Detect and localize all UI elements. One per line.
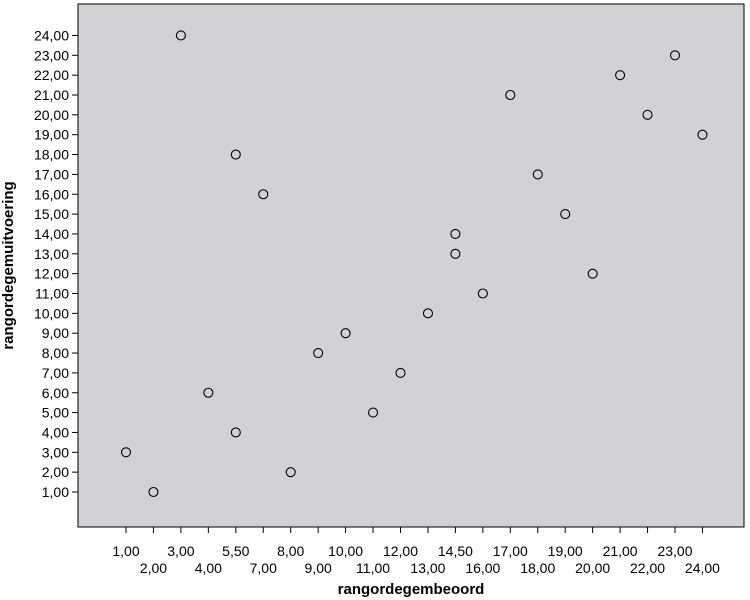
y-tick-label: 3,00: [42, 444, 69, 460]
y-tick-label: 23,00: [34, 47, 69, 63]
y-tick-label: 9,00: [42, 325, 69, 341]
data-point: [175, 30, 186, 41]
data-point: [697, 129, 708, 140]
data-point: [340, 328, 351, 339]
x-tick-label: 3,00: [167, 543, 194, 559]
data-point: [120, 447, 132, 458]
x-axis: 1,002,003,004,005,507,008,009,0010,0011,…: [112, 527, 720, 576]
data-point: [560, 209, 571, 220]
data-point: [230, 427, 241, 438]
x-tick-label: 17,00: [493, 543, 528, 559]
y-tick-label: 6,00: [42, 385, 69, 401]
data-point: [477, 288, 488, 299]
x-tick-label: 16,00: [465, 560, 500, 576]
y-tick-label: 20,00: [34, 107, 69, 123]
x-tick-label: 21,00: [603, 543, 638, 559]
data-point: [669, 50, 681, 61]
data-point: [422, 308, 434, 319]
x-tick-label: 14,50: [438, 543, 473, 559]
data-point: [313, 347, 324, 359]
y-tick-label: 4,00: [42, 424, 69, 440]
x-tick-label: 7,00: [250, 560, 277, 576]
y-tick-label: 13,00: [34, 246, 69, 262]
x-tick-label: 23,00: [657, 543, 692, 559]
x-tick-label: 2,00: [140, 560, 167, 576]
y-tick-label: 15,00: [34, 206, 69, 222]
x-tick-label: 4,00: [195, 560, 222, 576]
data-points: [120, 30, 708, 498]
y-tick-label: 11,00: [35, 286, 69, 302]
data-point: [395, 367, 406, 378]
x-tick-label: 10,00: [328, 543, 363, 559]
x-tick-label: 22,00: [630, 560, 665, 576]
x-tick-label: 12,00: [383, 543, 418, 559]
plot-area: [77, 3, 745, 528]
x-tick-label: 24,00: [685, 560, 720, 576]
y-axis-title: rangordegemuitvoering: [0, 181, 17, 349]
y-tick-label: 18,00: [34, 147, 69, 163]
y-axis: 1,00 2,00 3,00 4,00 5,00 6,00 7,00 8,00 9,00 10,0…: [34, 27, 78, 500]
data-point: [148, 486, 159, 498]
data-point: [285, 467, 296, 478]
y-tick-label: 2,00: [42, 464, 69, 480]
data-point: [203, 387, 214, 398]
y-tick-label: 14,00: [34, 226, 69, 242]
data-point: [642, 109, 653, 120]
y-tick-label: 16,00: [34, 186, 69, 202]
x-tick-label: 1,00: [112, 543, 139, 559]
y-tick-label: 19,00: [34, 127, 69, 143]
y-tick-label: 5,00: [42, 405, 69, 421]
y-tick-label: 7,00: [42, 365, 69, 381]
data-point: [367, 407, 379, 418]
y-tick-label: 17,00: [34, 166, 69, 182]
x-tick-label: 13,00: [410, 560, 445, 576]
x-tick-label: 11,00: [356, 560, 390, 576]
data-point: [450, 248, 461, 259]
x-tick-label: 19,00: [548, 543, 583, 559]
data-point: [505, 89, 516, 101]
x-tick-label: 9,00: [305, 560, 332, 576]
data-point: [532, 169, 543, 180]
y-tick-label: 1,00: [42, 484, 69, 500]
y-tick-label: 8,00: [42, 345, 69, 361]
data-point: [258, 189, 269, 200]
x-tick-label: 18,00: [520, 560, 555, 576]
y-tick-label: 24,00: [34, 27, 69, 43]
data-point: [230, 149, 241, 160]
data-point: [615, 70, 626, 81]
y-tick-label: 22,00: [34, 67, 69, 83]
y-tick-label: 12,00: [34, 266, 69, 282]
y-tick-label: 21,00: [34, 87, 69, 103]
x-axis-title: rangordegembeoord: [338, 581, 485, 598]
data-point: [450, 228, 461, 239]
y-tick-label: 10,00: [34, 305, 69, 321]
x-tick-label: 5,50: [222, 543, 249, 559]
x-tick-label: 20,00: [575, 560, 610, 576]
data-point: [587, 268, 598, 279]
x-tick-label: 8,00: [277, 543, 304, 559]
